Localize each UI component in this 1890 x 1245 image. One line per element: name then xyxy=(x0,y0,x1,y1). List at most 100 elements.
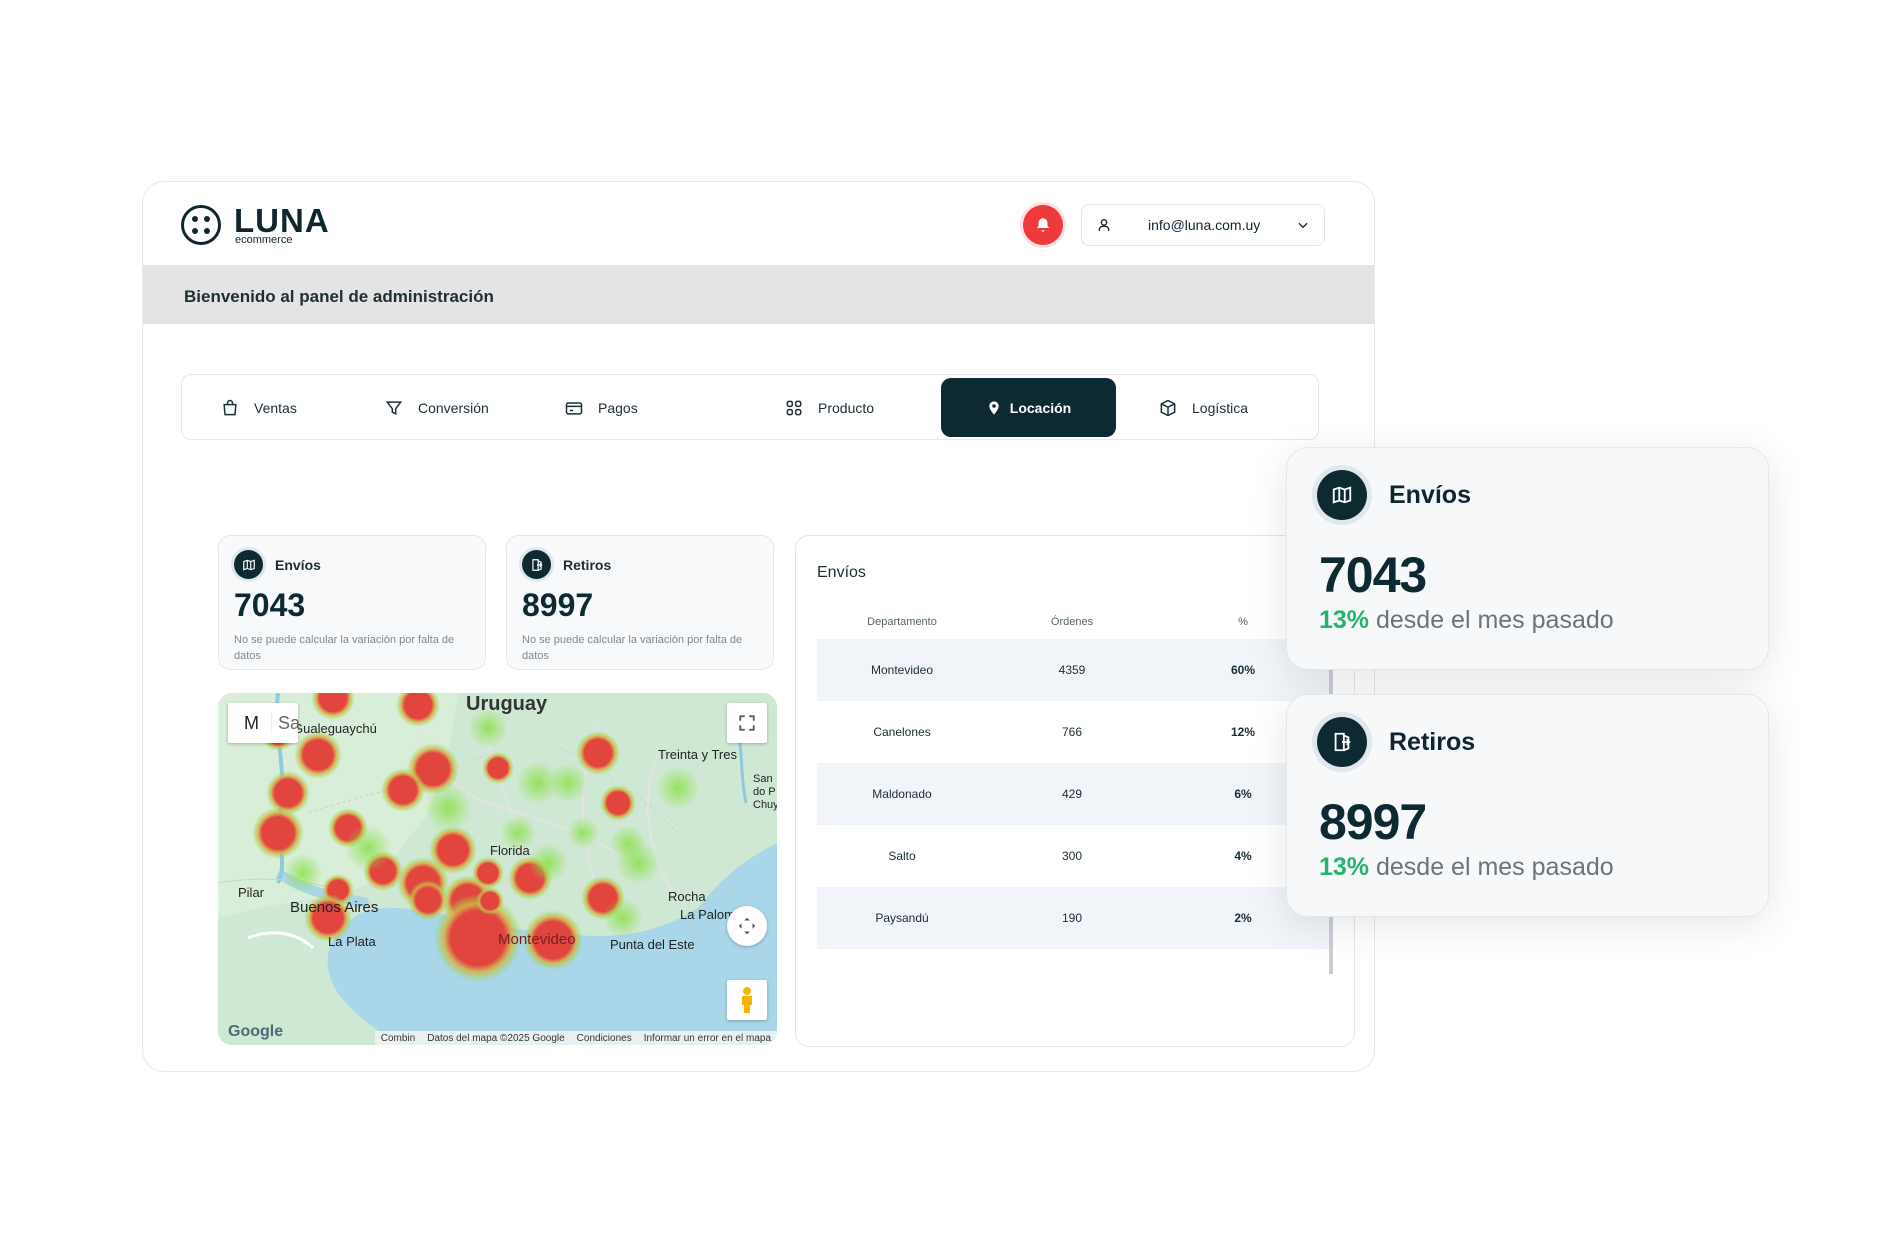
cell-departamento: Maldonado xyxy=(872,787,932,801)
pegman-icon xyxy=(742,987,752,1013)
map-label-chuy: San do P Chuy xyxy=(753,773,777,811)
chevron-down-icon xyxy=(1298,222,1308,229)
map-label-punta-del-este: Punta del Este xyxy=(610,937,695,952)
brand-name: LUNA xyxy=(234,202,330,239)
table-row[interactable]: Canelones 766 12% xyxy=(817,701,1329,763)
tab-label: Locación xyxy=(1009,399,1072,416)
map-label-treinta-y-tres: Treinta y Tres xyxy=(658,747,737,762)
cell-percent: 4% xyxy=(1234,849,1252,863)
camera-arrows-icon xyxy=(738,917,756,935)
map-label-montevideo: Montevideo xyxy=(498,931,576,948)
pickup-door-icon xyxy=(1317,717,1367,767)
map-type-satellite-button[interactable]: Sa xyxy=(271,712,312,734)
fullscreen-button[interactable] xyxy=(727,703,767,743)
top-bar: LUNA ecommerce info@luna.com.uy xyxy=(143,182,1374,265)
section-tabs: Ventas Conversión Pagos Producto Locació… xyxy=(181,374,1319,440)
tab-label: Pagos xyxy=(598,399,638,416)
cell-ordenes: 4359 xyxy=(1058,663,1086,677)
map-type-control[interactable]: M Sa xyxy=(228,703,300,743)
map-label-la-plata: La Plata xyxy=(328,934,376,949)
delta-percent: 13% xyxy=(1319,606,1370,634)
cell-departamento: Salto xyxy=(888,849,916,863)
highlight-value: 7043 xyxy=(1319,547,1427,603)
camera-control-button[interactable] xyxy=(727,906,767,946)
delta-text: desde el mes pasado xyxy=(1369,853,1614,881)
cell-percent: 12% xyxy=(1230,725,1256,739)
tab-ventas[interactable]: Ventas xyxy=(220,378,340,437)
user-icon xyxy=(1098,219,1110,231)
cell-departamento: Paysandú xyxy=(875,911,929,925)
cell-percent: 2% xyxy=(1234,911,1252,925)
col-percent: % xyxy=(1238,616,1248,628)
table-row[interactable]: Paysandú 190 2% xyxy=(817,887,1329,949)
map-footer-terms[interactable]: Condiciones xyxy=(576,1032,632,1044)
cell-departamento: Montevideo xyxy=(870,663,934,677)
tab-logistica[interactable]: Logística xyxy=(1158,378,1288,437)
delta-text: desde el mes pasado xyxy=(1369,606,1614,634)
highlight-label: Retiros xyxy=(1389,727,1476,756)
map-label-buenos-aires: Buenos Aires xyxy=(290,899,379,916)
stat-value: 8997 xyxy=(522,587,594,623)
highlight-value: 8997 xyxy=(1319,794,1427,850)
cell-percent: 60% xyxy=(1230,663,1256,677)
map-label-uruguay: Uruguay xyxy=(466,693,548,715)
cell-percent: 6% xyxy=(1234,787,1252,801)
pickup-door-icon xyxy=(522,550,551,579)
map-label-pilar: Pilar xyxy=(238,885,265,900)
delta-percent: 13% xyxy=(1319,853,1370,881)
heatmap-map[interactable]: Uruguay Gualeguaychú Treinta y Tres San … xyxy=(218,693,777,1045)
envios-table-card: Envíos Departamento Órdenes % Montevideo… xyxy=(795,535,1355,1047)
brand-logo[interactable]: LUNA ecommerce xyxy=(181,204,330,246)
map-label-rocha: Rocha xyxy=(668,889,706,904)
map-label-florida: Florida xyxy=(490,843,530,858)
cell-ordenes: 300 xyxy=(1061,849,1083,863)
stat-note: No se puede calcular la variación por fa… xyxy=(522,634,743,662)
street-view-pegman-button[interactable] xyxy=(727,980,767,1020)
cell-ordenes: 190 xyxy=(1061,911,1083,925)
table-row[interactable]: Maldonado 429 6% xyxy=(817,763,1329,825)
map-type-map-button[interactable]: M xyxy=(244,712,259,733)
highlight-delta: 13% desde el mes pasado xyxy=(1319,606,1736,635)
stat-label: Retiros xyxy=(563,556,612,573)
tab-pagos[interactable]: Pagos xyxy=(564,378,684,437)
bag-icon xyxy=(223,399,237,415)
map-book-icon xyxy=(234,550,263,579)
retiros-highlight-card: Retiros 8997 13% desde el mes pasado xyxy=(1286,694,1769,917)
highlight-label: Envíos xyxy=(1389,480,1471,509)
table-row[interactable]: Salto 300 4% xyxy=(817,825,1329,887)
map-label-la-paloma: La Paloma xyxy=(680,907,743,922)
bell-icon xyxy=(1037,218,1049,232)
tab-conversion[interactable]: Conversión xyxy=(384,378,524,437)
tab-producto[interactable]: Producto xyxy=(784,378,924,437)
map-canvas[interactable] xyxy=(218,693,777,1045)
table-row[interactable]: Montevideo 4359 60% xyxy=(817,639,1329,701)
tab-locacion[interactable]: Locación xyxy=(941,378,1116,437)
map-book-icon xyxy=(1317,470,1367,520)
highlight-delta: 13% desde el mes pasado xyxy=(1319,853,1736,882)
cell-ordenes: 766 xyxy=(1061,725,1083,739)
tab-label: Logística xyxy=(1192,399,1249,416)
location-pin-icon xyxy=(989,400,999,415)
map-attribution: Combin Datos del mapa ©2025 Google Condi… xyxy=(374,1031,777,1045)
fullscreen-icon xyxy=(739,715,755,731)
map-label-gualeguaychu: Gualeguaychú xyxy=(293,721,377,736)
google-logo: Google xyxy=(228,1023,284,1040)
stat-label: Envíos xyxy=(275,556,321,573)
account-dropdown[interactable]: info@luna.com.uy xyxy=(1081,204,1325,246)
col-ordenes: Órdenes xyxy=(1050,616,1094,628)
funnel-icon xyxy=(385,400,403,415)
tab-label: Conversión xyxy=(418,399,489,416)
brand-subtitle: ecommerce xyxy=(235,234,293,246)
tab-label: Ventas xyxy=(254,399,297,416)
notifications-button[interactable] xyxy=(1023,205,1063,245)
map-footer-report[interactable]: Informar un error en el mapa xyxy=(643,1032,771,1044)
stat-note: No se puede calcular la variación por fa… xyxy=(234,634,455,662)
stat-value: 7043 xyxy=(234,587,306,623)
col-departamento: Departamento xyxy=(867,616,937,628)
map-footer-shortcuts[interactable]: Combin xyxy=(380,1032,416,1044)
logo-mark-icon xyxy=(181,205,221,245)
card-icon xyxy=(565,401,583,415)
map-footer-data: Datos del mapa ©2025 Google xyxy=(427,1032,565,1044)
table-title: Envíos xyxy=(817,564,866,581)
tab-label: Producto xyxy=(818,399,875,416)
